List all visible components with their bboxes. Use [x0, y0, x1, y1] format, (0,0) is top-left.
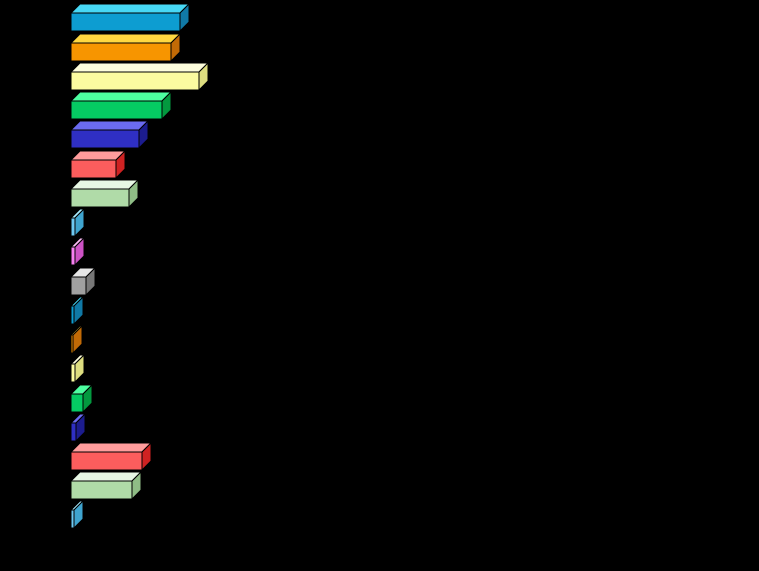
bar-front-face	[70, 159, 117, 179]
bar-1[interactable]	[69, 2, 191, 33]
bar-side-face	[115, 149, 126, 180]
bar-side-face	[161, 90, 172, 121]
bar-2[interactable]	[69, 32, 182, 63]
bar-front-face	[70, 363, 76, 383]
bar-front-face	[70, 129, 140, 149]
bar-front-face	[70, 393, 84, 413]
bar-front-face	[70, 451, 143, 471]
bar-side-face	[170, 32, 181, 63]
bar-front-face	[70, 246, 76, 266]
bar-14[interactable]	[69, 383, 94, 414]
bar-side-face	[72, 324, 83, 355]
bar-11[interactable]	[69, 295, 85, 326]
bar-side-face	[73, 499, 84, 530]
bar-side-face	[73, 295, 84, 326]
bar-13[interactable]	[69, 353, 86, 384]
bar-side-face	[179, 2, 190, 33]
bar-side-face	[131, 470, 142, 501]
bar-4[interactable]	[69, 90, 173, 121]
bar-side-face	[74, 207, 85, 238]
bar-front-face	[70, 100, 163, 120]
bar-7[interactable]	[69, 178, 140, 209]
bar-8[interactable]	[69, 207, 86, 238]
bar-front-face	[70, 12, 181, 32]
bar-top-face	[69, 179, 140, 190]
bar-top-face	[69, 91, 173, 102]
bar-front-face	[70, 188, 130, 208]
bar-top-face	[69, 442, 153, 453]
bar-side-face	[85, 266, 96, 297]
bar-top-face	[69, 3, 191, 14]
bar-top-face	[69, 62, 210, 73]
bar-5[interactable]	[69, 119, 150, 150]
bar-side-face	[128, 178, 139, 209]
bar-side-face	[141, 441, 152, 472]
bar-top-face	[69, 471, 143, 482]
bar-10[interactable]	[69, 266, 97, 297]
bar-top-face	[69, 33, 182, 44]
bar-side-face	[74, 353, 85, 384]
bar-18[interactable]	[69, 499, 85, 530]
bar-front-face	[70, 480, 133, 500]
bar-17[interactable]	[69, 470, 143, 501]
bar-9[interactable]	[69, 236, 86, 267]
bar-front-face	[70, 42, 172, 62]
bar-side-face	[74, 236, 85, 267]
bar-6[interactable]	[69, 149, 127, 180]
bar-16[interactable]	[69, 441, 153, 472]
bar-front-face	[70, 276, 87, 296]
bar-top-face	[69, 120, 150, 131]
bar-15[interactable]	[69, 412, 87, 443]
bar-side-face	[75, 412, 86, 443]
bar-3[interactable]	[69, 61, 210, 92]
bar-front-face	[70, 217, 76, 237]
bar-front-face	[70, 422, 77, 442]
bar-side-face	[82, 383, 93, 414]
bar-side-face	[138, 119, 149, 150]
bar-12[interactable]	[69, 324, 84, 355]
bar-side-face	[198, 61, 209, 92]
bar-front-face	[70, 71, 200, 91]
